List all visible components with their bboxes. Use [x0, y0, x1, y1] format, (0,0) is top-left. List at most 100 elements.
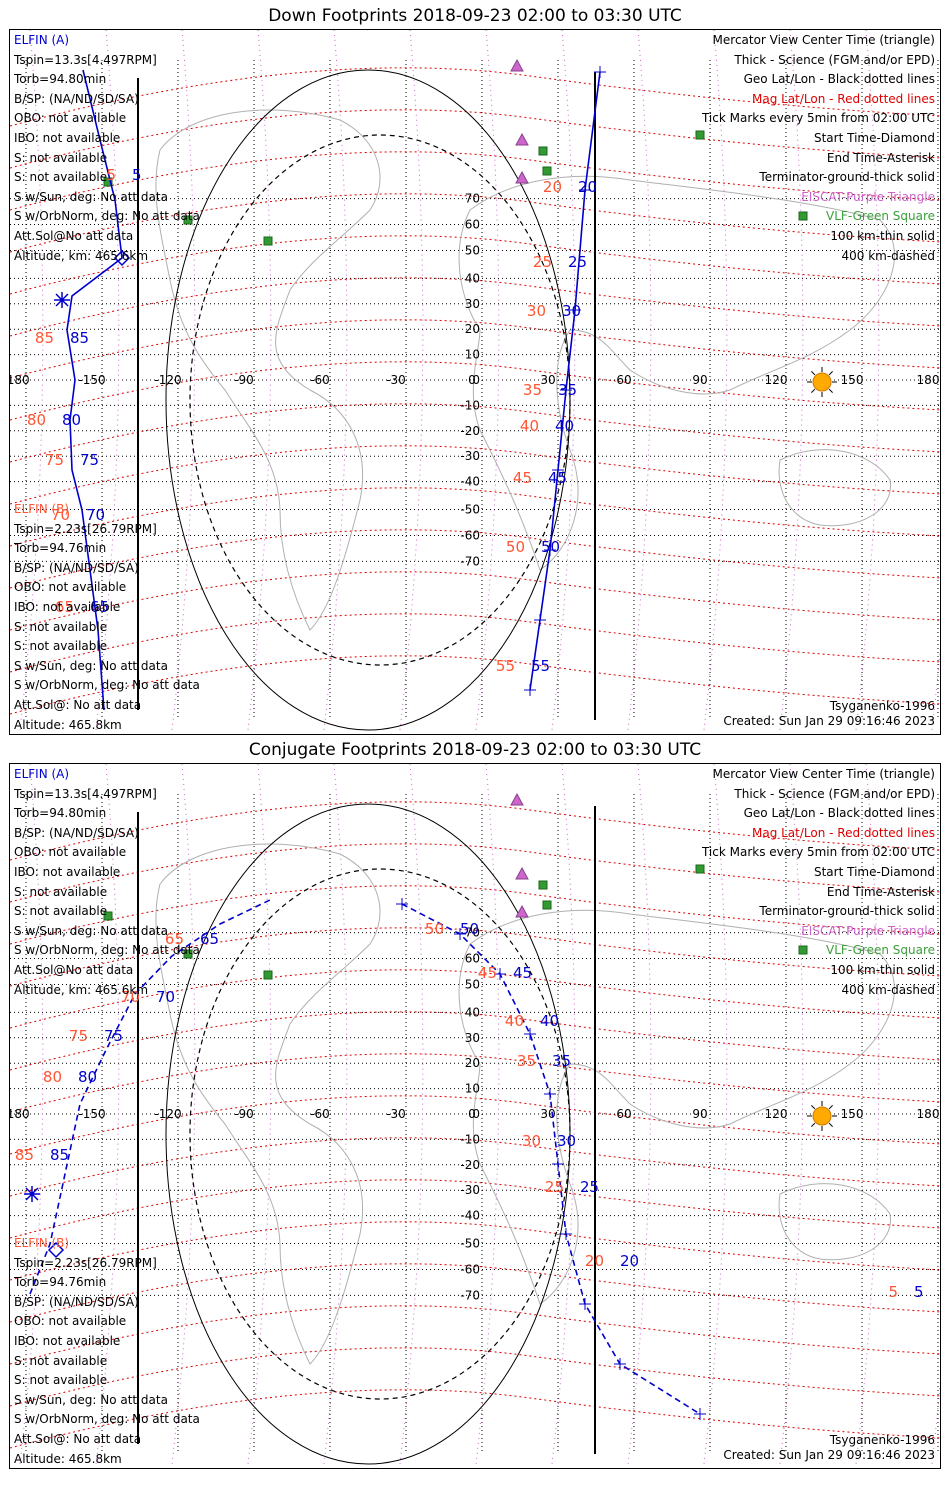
mag-latitude-line — [10, 1389, 940, 1449]
lat-tick-label: -20 — [460, 424, 480, 438]
elfin-b-info-line: Att.Sol@: No att data — [14, 1432, 142, 1446]
elfin-b-info-line: B/SP: (NA/ND/SD/SA) — [14, 1294, 139, 1309]
track-a-time-label-red: 45 — [513, 469, 532, 487]
mag-longitude-line — [551, 764, 576, 1465]
fov-100km-ellipse — [165, 803, 571, 1465]
elfin-a-tick — [614, 1358, 626, 1370]
track-a-time-label-blue: 40 — [555, 417, 574, 435]
legend-item: 400 km-dashed — [841, 982, 935, 997]
track-a-time-label-blue: 35 — [552, 1052, 571, 1070]
lat-tick-label: 30 — [465, 297, 480, 311]
mag-longitude-line — [551, 30, 576, 731]
elfin-a-tick — [396, 898, 408, 910]
mag-longitude-line — [323, 764, 348, 1465]
lon-tick-label: 90 — [692, 1107, 707, 1121]
elfin-b-info-line: Tspin=2.23s[26.79RPM] — [14, 1255, 157, 1270]
lat-tick-label: 70 — [465, 192, 480, 206]
model-label: Tsyganenko-1996 — [829, 1433, 935, 1447]
mag-longitude-line — [703, 30, 728, 731]
mag-longitude-line — [171, 764, 196, 1465]
lat-tick-label: 10 — [465, 348, 480, 362]
legend-item: Mercator View Center Time (triangle) — [712, 767, 935, 781]
mag-latitude-line — [10, 529, 940, 589]
mag-longitude-line — [627, 764, 652, 1465]
track-a-time-label-blue: 40 — [540, 1012, 559, 1030]
legend-item: Mercator View Center Time (triangle) — [712, 33, 935, 47]
elfin-a-tick — [544, 1088, 556, 1100]
track-b-time-label-blue: 85 — [50, 1146, 69, 1164]
elfin-a-tick — [524, 684, 536, 696]
legend-item: Terminator-ground-thick solid — [759, 170, 935, 185]
elfin-a-info-line: Altitude, km: 465.6km — [14, 982, 149, 997]
elfin-b-title: ELFIN (B) — [14, 502, 70, 516]
mag-longitude-line — [779, 764, 804, 1465]
lat-tick-label: 50 — [465, 243, 480, 257]
elfin-a-info-line: OBO: not available — [14, 111, 127, 126]
mag-longitude-line — [95, 764, 120, 1465]
lat-tick-label: -60 — [460, 1262, 480, 1276]
track-a-time-label-red: 30 — [527, 302, 546, 320]
lon-tick-label: -30 — [386, 1107, 406, 1121]
eiscat-triangle — [515, 904, 529, 918]
track-a-time-label-blue: 25 — [580, 1178, 599, 1196]
sun-ray — [811, 1105, 816, 1110]
elfin-b-info-line: S: not available — [14, 619, 108, 634]
elfin-a-tick — [552, 1158, 564, 1170]
eurasia-africa-outline — [458, 175, 895, 571]
mag-latitude-line — [10, 1263, 940, 1323]
lat-tick-label: 20 — [465, 1056, 480, 1070]
legend-item: Start Time-Diamond — [813, 131, 935, 145]
mag-longitude-line — [475, 30, 500, 731]
elfin-a-tick — [544, 544, 556, 556]
legend-item: Tick Marks every 5min from 02:00 UTC — [701, 845, 935, 860]
mag-latitude-line — [10, 403, 940, 463]
mag-longitude-line — [779, 30, 804, 731]
mag-latitude-line — [10, 885, 940, 945]
elfin-a-tick — [560, 1228, 572, 1240]
mag-latitude-line — [10, 319, 940, 379]
mag-latitude-line — [10, 235, 940, 295]
lat-tick-label: -50 — [460, 503, 480, 517]
lon-tick-label: -30 — [386, 373, 406, 387]
track-a-time-label-red: 35 — [523, 381, 542, 399]
lat-tick-label: 70 — [465, 926, 480, 940]
legend-item: EISCAT-Purple Triangle — [801, 189, 935, 204]
track-b-time-label-red: 75 — [69, 1027, 88, 1045]
vlf-square — [538, 880, 548, 890]
sun-ray — [828, 371, 833, 376]
lon-tick-label: 180 — [917, 1107, 940, 1121]
track-a-time-label-blue: 20 — [578, 178, 597, 196]
lon-tick-label: -60 — [310, 373, 330, 387]
mag-latitude-line — [10, 1305, 940, 1365]
elfin-a-title: ELFIN (A) — [14, 767, 70, 781]
lon-tick-label: -60 — [310, 1107, 330, 1121]
mag-longitude-line — [703, 764, 728, 1465]
mag-longitude-line — [855, 30, 880, 731]
track-b-time-label-blue: 80 — [62, 411, 81, 429]
vlf-square — [103, 177, 113, 187]
track-a-time-label-blue: 55 — [531, 657, 550, 675]
start-diamond — [113, 249, 131, 267]
mag-latitude-line — [10, 801, 940, 861]
track-a-time-label-red: 25 — [533, 253, 552, 271]
lon-tick-label: 30 — [540, 373, 555, 387]
legend-item: Start Time-Diamond — [813, 865, 935, 879]
lon-tick-label: 0 — [468, 373, 476, 387]
mag-longitude-line — [627, 30, 652, 731]
lat-tick-label: 60 — [465, 952, 480, 966]
lat-tick-label: 50 — [465, 977, 480, 991]
elfin-a-info-line: Tspin=13.3s[4.497RPM] — [14, 786, 157, 801]
elfin-a-info-line: S w/OrbNorm, deg: No att data — [14, 209, 200, 224]
elfin-a-info-line: S: not available — [14, 884, 108, 899]
track-b-time-label-red: 65 — [165, 930, 184, 948]
track-b-time-label-blue: 75 — [104, 1027, 123, 1045]
track-a-time-label-red: 50 — [506, 538, 525, 556]
mag-longitude-line — [171, 30, 196, 731]
track-b-time-label-red: 80 — [27, 411, 46, 429]
model-label: Tsyganenko-1996 — [829, 699, 935, 713]
elfin-a-tick — [579, 184, 591, 196]
track-b-time-label-red: 65 — [55, 598, 74, 616]
elfin-a-tick — [569, 304, 581, 316]
elfin-b-info-line: Torb=94.76min — [14, 541, 107, 556]
vlf-square — [798, 945, 808, 955]
